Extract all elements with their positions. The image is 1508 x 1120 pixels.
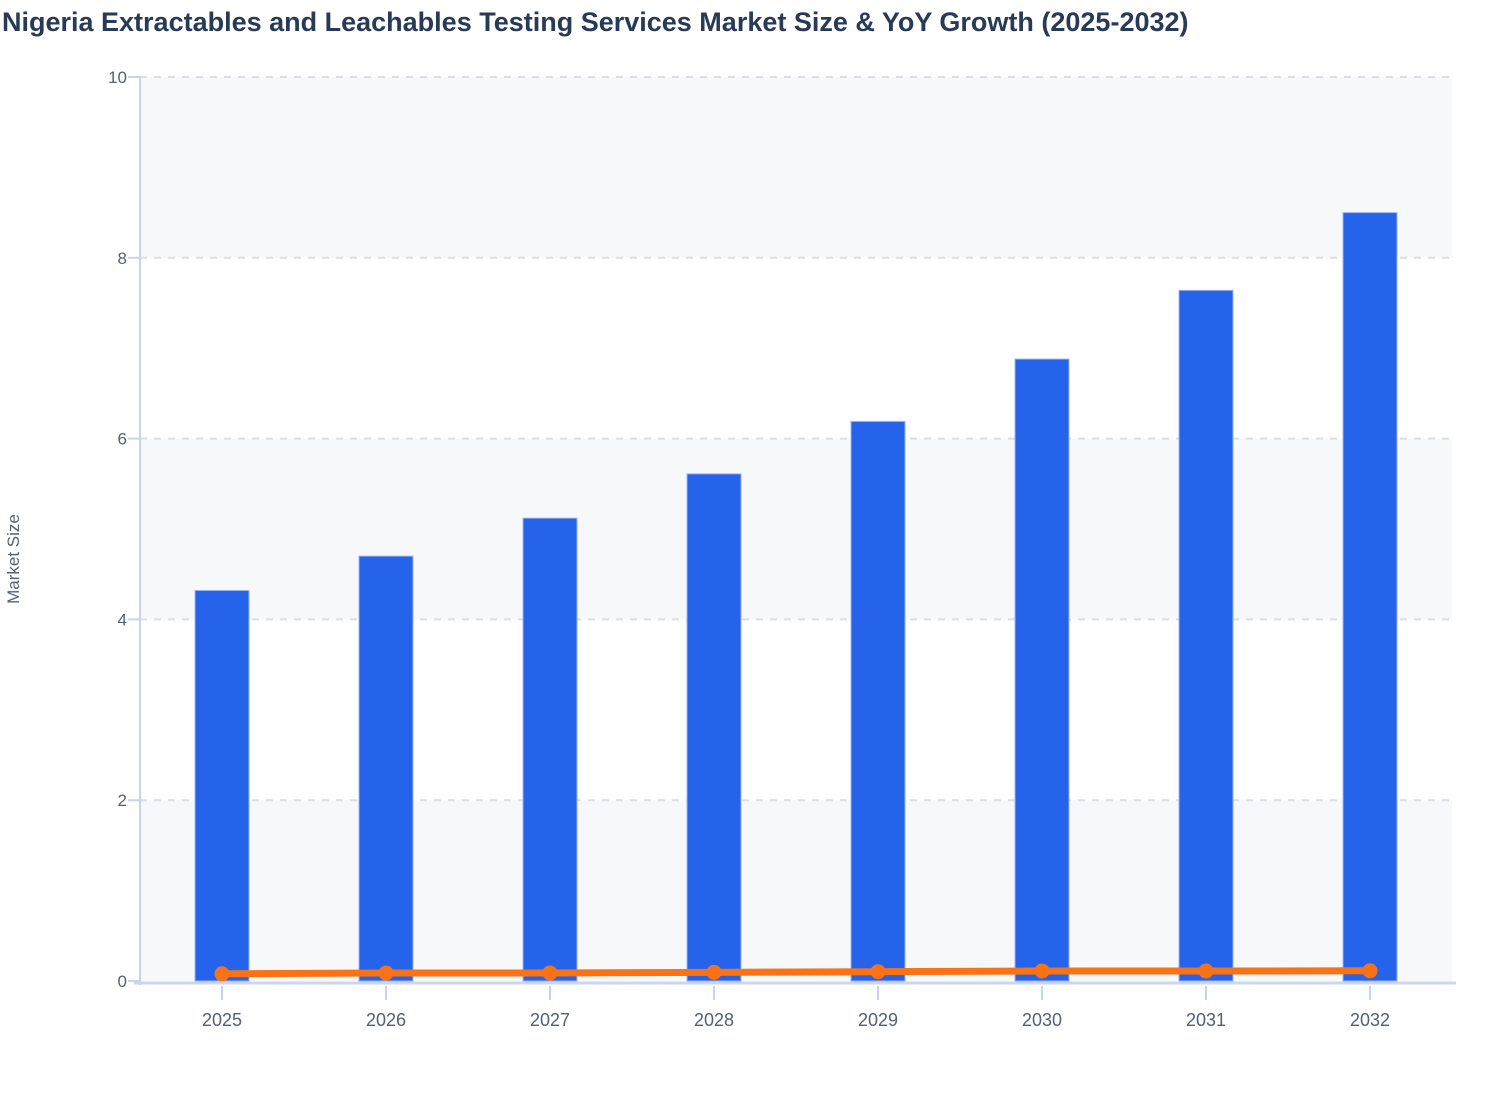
yoy-marker-2032[interactable] — [1362, 963, 1378, 979]
yoy-marker-2030[interactable] — [1034, 963, 1050, 979]
bar-2025[interactable] — [194, 589, 250, 982]
plot-band — [140, 438, 1452, 620]
x-tick-label: 2032 — [1350, 1010, 1390, 1030]
y-tick-label: 6 — [118, 430, 127, 449]
x-tick-label: 2030 — [1022, 1010, 1062, 1030]
bar-2032[interactable] — [1342, 212, 1398, 982]
yoy-growth-line — [218, 967, 1374, 978]
bar-line-chart: 0 2 4 6 8 10 2025 2026 2027 2028 2029 2030 2031 2032 M… — [4, 68, 1456, 1030]
yoy-marker-2028[interactable] — [706, 964, 722, 980]
bar-2030[interactable] — [1014, 358, 1070, 982]
x-tick-label: 2031 — [1186, 1010, 1226, 1030]
bar-2027[interactable] — [522, 517, 578, 982]
bar-2031[interactable] — [1178, 289, 1234, 982]
bar-2026[interactable] — [358, 555, 414, 982]
y-axis-title: Market Size — [4, 514, 23, 604]
y-tick-label: 8 — [118, 249, 127, 268]
y-tick-label: 0 — [118, 972, 127, 991]
yoy-marker-2031[interactable] — [1198, 963, 1214, 979]
bar-2028[interactable] — [686, 473, 742, 982]
x-tick-label: 2025 — [202, 1010, 242, 1030]
plot-band — [140, 77, 1452, 258]
x-tick-label: 2029 — [858, 1010, 898, 1030]
yoy-marker-2026[interactable] — [378, 965, 394, 981]
chart-area: 0 2 4 6 8 10 2025 2026 2027 2028 2029 2030 2031 2032 M… — [0, 38, 1508, 1098]
x-tick-label: 2026 — [366, 1010, 406, 1030]
plot-band — [140, 800, 1452, 981]
yoy-marker-2027[interactable] — [542, 965, 558, 981]
y-tick-label: 4 — [118, 610, 127, 629]
y-tick-label: 2 — [118, 791, 127, 810]
y-tick-label: 10 — [108, 68, 127, 87]
x-tick-label: 2028 — [694, 1010, 734, 1030]
yoy-marker-2029[interactable] — [870, 964, 886, 980]
x-tick-label: 2027 — [530, 1010, 570, 1030]
bar-2029[interactable] — [850, 420, 906, 982]
chart-title: Nigeria Extractables and Leachables Test… — [2, 7, 1189, 37]
yoy-marker-2025[interactable] — [214, 966, 230, 982]
